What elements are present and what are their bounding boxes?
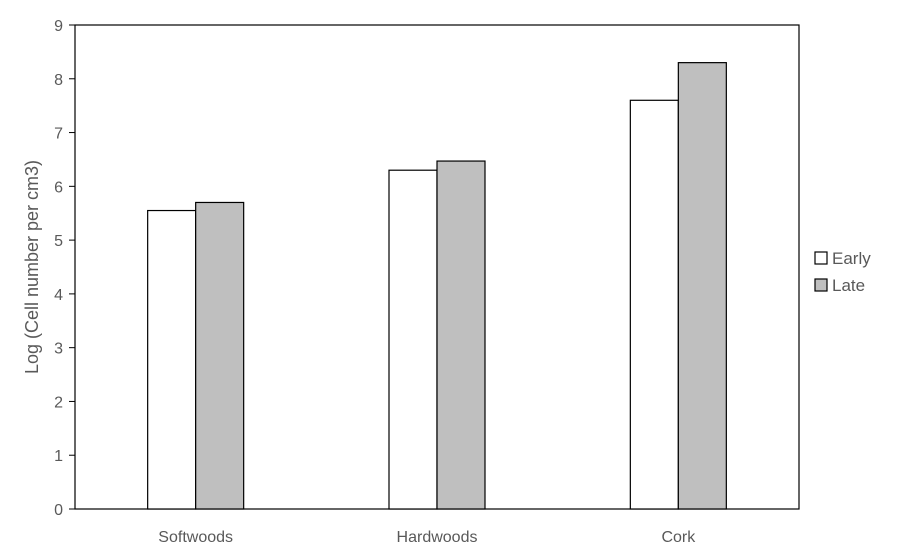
x-tick-label: Cork bbox=[661, 529, 696, 546]
y-tick-label: 2 bbox=[54, 394, 63, 411]
y-tick-label: 6 bbox=[54, 179, 63, 196]
x-tick-label: Hardwoods bbox=[397, 529, 478, 546]
x-axis-ticks: Softwoods Hardwoods Cork bbox=[158, 529, 696, 546]
x-tick-label: Softwoods bbox=[158, 529, 233, 546]
bar-early-softwoods bbox=[147, 209, 197, 510]
y-tick-label: 7 bbox=[54, 126, 63, 143]
bars bbox=[147, 62, 727, 510]
y-tick-label: 5 bbox=[54, 233, 63, 250]
y-tick-label: 4 bbox=[54, 287, 63, 304]
legend: Early Late bbox=[814, 249, 871, 295]
y-tick-label: 9 bbox=[54, 18, 63, 35]
legend-swatch-early bbox=[814, 251, 828, 265]
y-axis-ticks: 0 1 2 3 4 5 6 7 8 9 bbox=[54, 18, 75, 519]
bar-early-cork bbox=[629, 99, 679, 510]
y-tick-label: 0 bbox=[54, 502, 63, 519]
bar-late-hardwoods bbox=[436, 160, 486, 510]
bar-early-hardwoods bbox=[388, 169, 438, 510]
bar-late-cork bbox=[677, 62, 727, 510]
y-tick-label: 8 bbox=[54, 72, 63, 89]
legend-swatch-late bbox=[814, 278, 828, 292]
y-tick-label: 1 bbox=[54, 448, 63, 465]
legend-label-early: Early bbox=[832, 249, 871, 268]
y-tick-label: 3 bbox=[54, 341, 63, 358]
y-axis-title: Log (Cell number per cm3) bbox=[22, 160, 42, 374]
bar-late-softwoods bbox=[195, 201, 245, 510]
legend-label-late: Late bbox=[832, 276, 865, 295]
